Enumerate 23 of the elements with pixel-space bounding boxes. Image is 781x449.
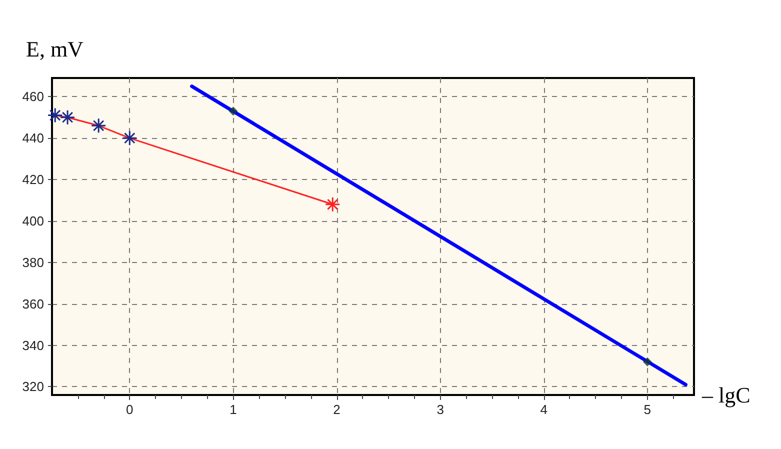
point	[642, 357, 652, 366]
y-axis-title: E, mV	[26, 36, 84, 62]
y-tick-label: 340	[22, 338, 44, 353]
y-tick-label: 440	[22, 130, 44, 146]
y-tick-label: 460	[22, 89, 44, 104]
y-tick-label: 320	[22, 379, 44, 394]
x-tick-label: 2	[333, 402, 340, 417]
point	[122, 130, 138, 146]
x-axis-title: – lgC	[701, 382, 750, 408]
y-tick-label: 420	[22, 172, 44, 188]
x-tick-label: 1	[230, 402, 237, 417]
point	[90, 118, 106, 134]
y-tick-label: 360	[22, 296, 44, 312]
x-tick-label: 3	[436, 402, 444, 417]
x-tick-label: 5	[644, 402, 652, 417]
x-tick-label: 0	[126, 402, 134, 417]
point	[60, 110, 76, 126]
point	[324, 196, 340, 212]
x-tick-label: 4	[540, 402, 548, 417]
point	[228, 106, 238, 116]
y-tick-label: 380	[22, 254, 44, 270]
y-tick-label: 400	[22, 213, 44, 228]
point	[47, 108, 63, 124]
